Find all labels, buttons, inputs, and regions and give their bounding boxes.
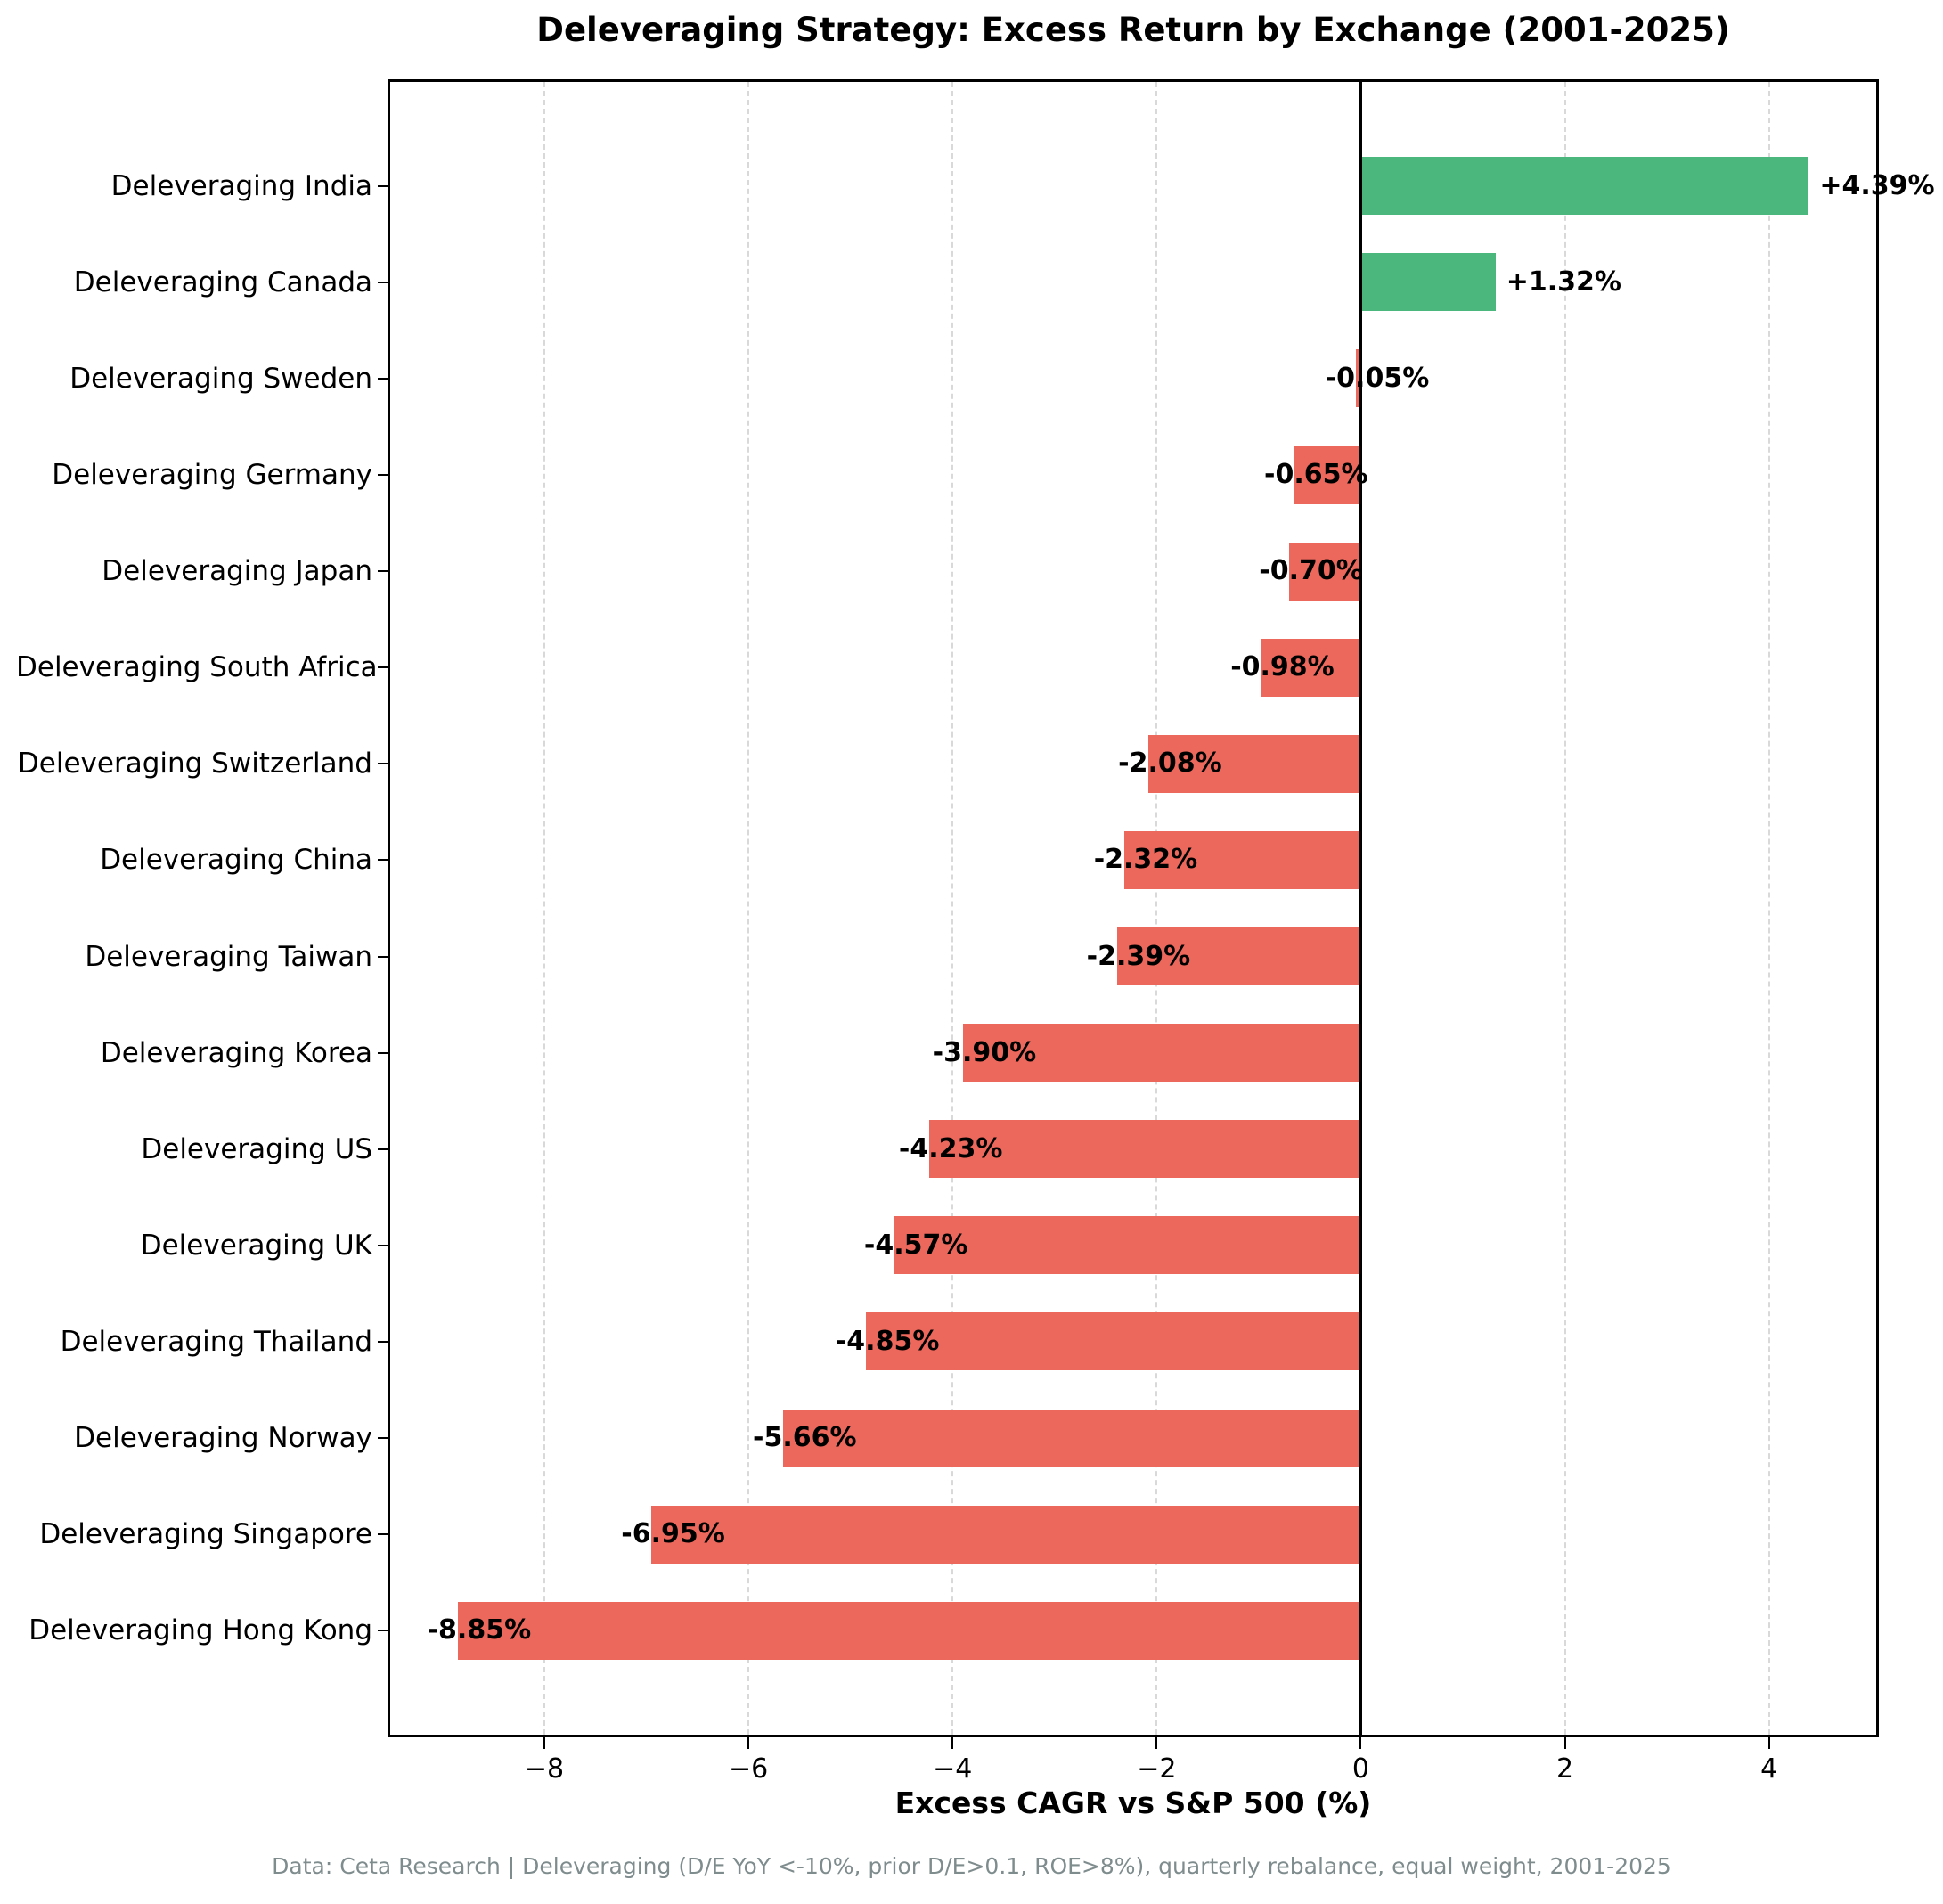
bar: [962, 1024, 1361, 1083]
y-axis-label: Deleveraging Hong Kong: [29, 1614, 372, 1647]
y-tick: [378, 184, 390, 187]
bar-value-label: -2.32%: [1093, 844, 1198, 876]
y-tick: [378, 666, 390, 669]
bar-value-label: -4.57%: [863, 1229, 968, 1261]
bar-value-label: -2.39%: [1086, 940, 1191, 972]
bar-value-label: -2.08%: [1118, 748, 1222, 780]
gridline: [951, 82, 954, 1735]
y-tick: [378, 1437, 390, 1440]
bar: [651, 1505, 1361, 1564]
bar: [1116, 927, 1361, 986]
x-axis-label: Excess CAGR vs S&P 500 (%): [894, 1786, 1372, 1820]
y-axis-label: Deleveraging Singapore: [39, 1518, 372, 1551]
bar: [1289, 542, 1361, 601]
chart-title: Deleveraging Strategy: Excess Return by …: [536, 11, 1730, 49]
x-tick: [543, 1737, 545, 1749]
y-tick: [378, 1630, 390, 1632]
x-tick-label: 0: [1351, 1753, 1370, 1785]
bar-value-label: +1.32%: [1506, 266, 1621, 298]
bar: [894, 1216, 1361, 1275]
y-tick: [378, 1051, 390, 1054]
zero-line: [1359, 82, 1362, 1735]
bar: [783, 1409, 1361, 1467]
bar: [865, 1312, 1361, 1371]
y-axis-label: Deleveraging Korea: [100, 1036, 372, 1069]
gridline: [1155, 82, 1158, 1735]
gridline: [1767, 82, 1770, 1735]
x-tick-label: 4: [1760, 1753, 1778, 1785]
y-tick: [378, 859, 390, 862]
y-axis-label: Deleveraging US: [141, 1132, 372, 1165]
gridline: [543, 82, 545, 1735]
y-tick: [378, 281, 390, 283]
x-tick-label: −6: [728, 1753, 769, 1785]
bar: [1123, 830, 1361, 889]
y-tick: [378, 1244, 390, 1246]
y-axis-label: Deleveraging China: [100, 844, 372, 877]
bar: [928, 1120, 1361, 1179]
y-axis-label: Deleveraging South Africa: [16, 651, 378, 684]
y-axis-label: Deleveraging UK: [140, 1229, 372, 1262]
y-tick: [378, 377, 390, 380]
y-tick: [378, 1340, 390, 1343]
bar-value-label: +4.39%: [1819, 169, 1935, 201]
x-tick-label: −8: [524, 1753, 565, 1785]
y-tick: [378, 955, 390, 958]
y-axis-label: Deleveraging Taiwan: [85, 940, 372, 973]
y-tick: [378, 570, 390, 573]
gridline: [747, 82, 750, 1735]
bar-value-label: -6.95%: [621, 1518, 725, 1550]
bar-value-label: -4.23%: [898, 1132, 1003, 1164]
bar-value-label: -0.98%: [1230, 651, 1335, 683]
bar-value-label: -0.65%: [1264, 459, 1368, 491]
y-axis-label: Deleveraging Sweden: [69, 362, 372, 395]
x-tick-label: 2: [1556, 1753, 1574, 1785]
y-tick: [378, 1533, 390, 1536]
bar: [1261, 638, 1361, 697]
x-tick: [1563, 1737, 1566, 1749]
y-tick: [378, 474, 390, 477]
footer-note: Data: Ceta Research | Deleveraging (D/E …: [272, 1853, 1671, 1879]
bar-value-label: -0.70%: [1259, 555, 1363, 587]
bar: [1148, 734, 1361, 793]
x-tick: [747, 1737, 750, 1749]
bar: [1294, 445, 1361, 504]
x-tick: [1767, 1737, 1770, 1749]
x-tick: [1155, 1737, 1158, 1749]
bar: [457, 1601, 1361, 1660]
bar: [1360, 253, 1496, 312]
bar: [1355, 349, 1361, 408]
gridline: [1563, 82, 1566, 1735]
x-tick-label: −2: [1137, 1753, 1177, 1785]
bar-value-label: -3.90%: [932, 1036, 1037, 1068]
y-axis-label: Deleveraging Germany: [52, 459, 372, 492]
bar: [1360, 157, 1809, 216]
y-axis-label: Deleveraging Norway: [74, 1422, 372, 1455]
y-tick: [378, 763, 390, 765]
y-axis-label: Deleveraging Japan: [102, 555, 372, 588]
y-tick: [378, 1148, 390, 1150]
plot-area: [388, 79, 1879, 1737]
bar-value-label: -8.85%: [427, 1614, 532, 1647]
y-axis-label: Deleveraging Thailand: [60, 1325, 372, 1358]
x-tick: [951, 1737, 954, 1749]
x-tick: [1359, 1737, 1362, 1749]
y-axis-label: Deleveraging Switzerland: [17, 748, 372, 780]
x-tick-label: −4: [933, 1753, 973, 1785]
y-axis-label: Deleveraging Canada: [73, 266, 372, 298]
bar-value-label: -4.85%: [835, 1325, 940, 1357]
bar-value-label: -0.05%: [1325, 362, 1430, 394]
bar-value-label: -5.66%: [753, 1422, 857, 1454]
y-axis-label: Deleveraging India: [110, 169, 372, 202]
